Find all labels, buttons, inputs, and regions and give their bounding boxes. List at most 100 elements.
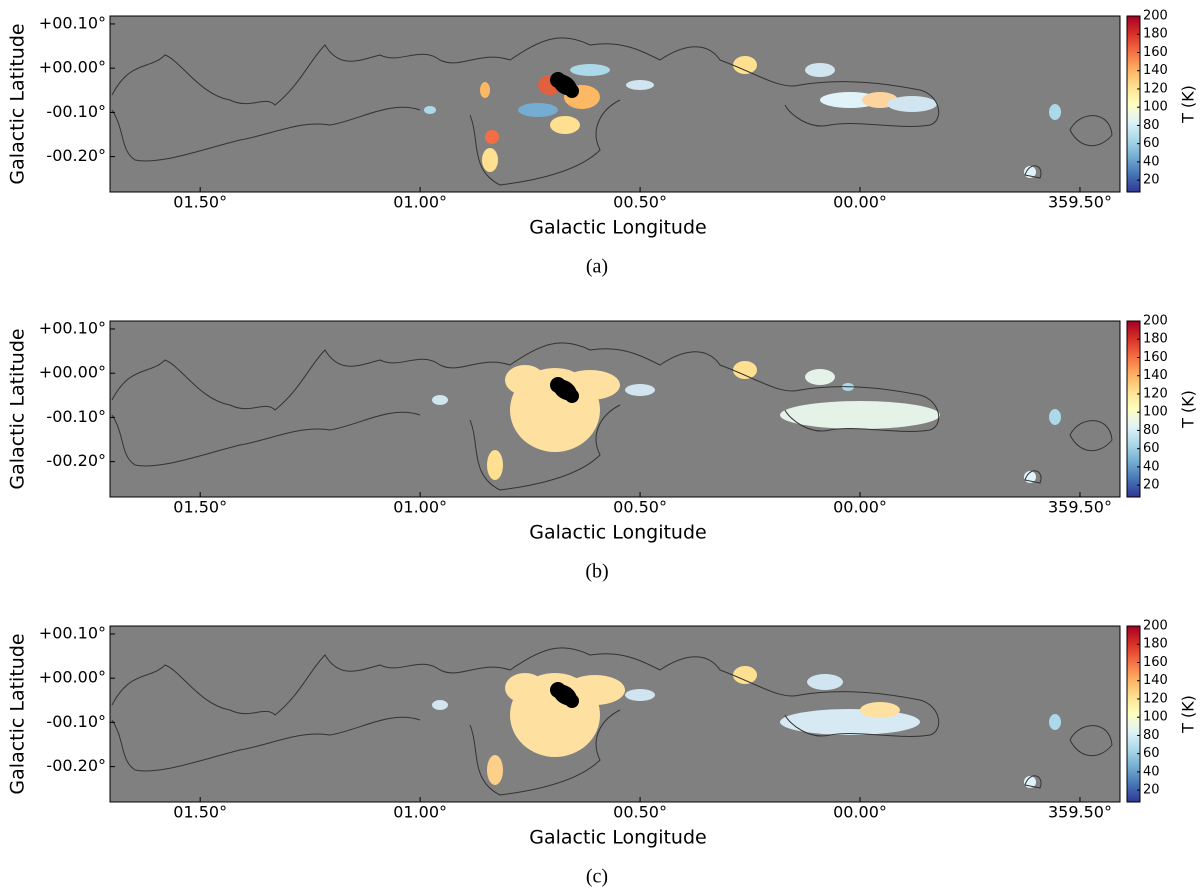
colorbar-tick-label: 20: [1143, 478, 1160, 493]
y-tick-label: -00.20°: [46, 756, 106, 775]
emission-region: [1049, 714, 1061, 730]
y-axis-label: Galactic Latitude: [7, 633, 29, 794]
colorbar-tick-label: 180: [1143, 637, 1168, 652]
x-tick-label: 01.50°: [173, 498, 227, 517]
emission-region: [1049, 409, 1061, 425]
colorbar-tick-label: 200: [1143, 314, 1168, 329]
emission-region: [805, 369, 835, 385]
emission-region: [482, 148, 498, 172]
panel: 01.50° 01.00° 00.50° 00.00° 359.50° +00.10° +0…: [7, 9, 1198, 278]
masked-source: [565, 389, 579, 403]
emission-region: [1049, 104, 1061, 120]
emission-region: [780, 401, 940, 429]
x-axis-label: Galactic Longitude: [529, 522, 706, 544]
colorbar-tick-label: 60: [1143, 441, 1160, 456]
masked-source: [550, 377, 566, 393]
emission-region: [487, 755, 503, 785]
emission-region: [570, 64, 610, 76]
x-axis-label: Galactic Longitude: [529, 827, 706, 849]
emission-region: [550, 116, 580, 134]
plot-frame: [109, 15, 1121, 193]
emission-region: [887, 96, 937, 112]
x-tick-label: 00.00°: [833, 498, 887, 517]
colorbar-tick-label: 20: [1143, 783, 1160, 798]
emission-region: [733, 361, 757, 379]
y-tick-label: -00.20°: [46, 451, 106, 470]
x-tick-label: 01.00°: [393, 803, 447, 822]
colorbar-tick-label: 80: [1143, 423, 1160, 438]
y-axis-label: Galactic Latitude: [7, 23, 29, 184]
colorbar-tick-label: 40: [1143, 154, 1160, 169]
emission-region: [626, 80, 654, 90]
x-tick-label: 01.50°: [173, 803, 227, 822]
emission-region: [485, 130, 499, 144]
emission-region: [432, 395, 448, 405]
emission-region: [860, 702, 900, 718]
x-tick-label: 00.50°: [613, 803, 667, 822]
masked-source: [550, 682, 566, 698]
y-tick-label: +00.10°: [39, 623, 106, 642]
emission-region: [805, 63, 835, 77]
colorbar-tick-label: 160: [1143, 45, 1168, 60]
x-tick-label: 00.50°: [613, 498, 667, 517]
colorbar-tick-label: 80: [1143, 118, 1160, 133]
colorbar-tick-label: 40: [1143, 764, 1160, 779]
colorbar-tick-label: 20: [1143, 173, 1160, 188]
emission-region: [565, 675, 625, 705]
x-tick-label: 01.00°: [393, 193, 447, 212]
emission-region: [807, 674, 843, 690]
emission-region: [487, 450, 503, 480]
contour: [111, 647, 1113, 796]
map-image: [111, 647, 1113, 796]
colorbar-tick-label: 140: [1143, 63, 1168, 78]
colorbar-tick-label: 120: [1143, 691, 1168, 706]
colorbar-tick-label: 100: [1143, 100, 1168, 115]
colorbar-tick-label: 60: [1143, 136, 1160, 151]
map-background: [110, 16, 1120, 192]
y-axis-label: Galactic Latitude: [7, 328, 29, 489]
y-tick-label: +00.10°: [39, 318, 106, 337]
emission-region: [625, 689, 655, 701]
x-tick-label: 359.50°: [1048, 498, 1112, 517]
y-tick-label: -00.10°: [46, 407, 106, 426]
map-image: [111, 342, 1113, 491]
colorbar-tick-label: 120: [1143, 81, 1168, 96]
emission-region: [424, 106, 436, 114]
colorbar-tick-label: 160: [1143, 655, 1168, 670]
colorbar-label: T (K): [1179, 390, 1198, 429]
x-tick-label: 00.00°: [833, 193, 887, 212]
colorbar-tick-label: 60: [1143, 746, 1160, 761]
map-background: [110, 321, 1120, 497]
x-tick-label: 359.50°: [1048, 803, 1112, 822]
x-tick-label: 01.50°: [173, 193, 227, 212]
emission-region: [733, 666, 757, 684]
colorbar-tick-label: 200: [1143, 619, 1168, 634]
emission-region: [518, 103, 558, 117]
y-tick-label: -00.10°: [46, 102, 106, 121]
contour: [111, 342, 1113, 491]
x-tick-label: 00.00°: [833, 803, 887, 822]
y-tick-label: +00.00°: [39, 363, 106, 382]
colorbar-tick-label: 40: [1143, 459, 1160, 474]
colorbar-tick-label: 160: [1143, 350, 1168, 365]
colorbar-tick-label: 180: [1143, 27, 1168, 42]
panel: 01.50° 01.00° 00.50° 00.00° 359.50° +00.10° +0…: [7, 314, 1198, 583]
emission-region: [625, 384, 655, 396]
emission-region: [480, 82, 490, 98]
y-tick-label: -00.20°: [46, 146, 106, 165]
emission-region: [432, 700, 448, 710]
plot-frame: [109, 320, 1121, 498]
contour: [111, 37, 1113, 186]
map-background: [110, 626, 1120, 802]
colorbar-tick-label: 180: [1143, 332, 1168, 347]
panel: 01.50° 01.00° 00.50° 00.00° 359.50° +00.10° +0…: [7, 619, 1198, 888]
y-tick-label: +00.00°: [39, 668, 106, 687]
masked-source: [565, 84, 579, 98]
caption: (a): [586, 256, 608, 278]
masked-source: [550, 72, 566, 88]
colorbar: [1126, 320, 1141, 498]
emission-region: [733, 56, 757, 74]
caption: (c): [586, 866, 608, 888]
colorbar-tick-label: 140: [1143, 673, 1168, 688]
